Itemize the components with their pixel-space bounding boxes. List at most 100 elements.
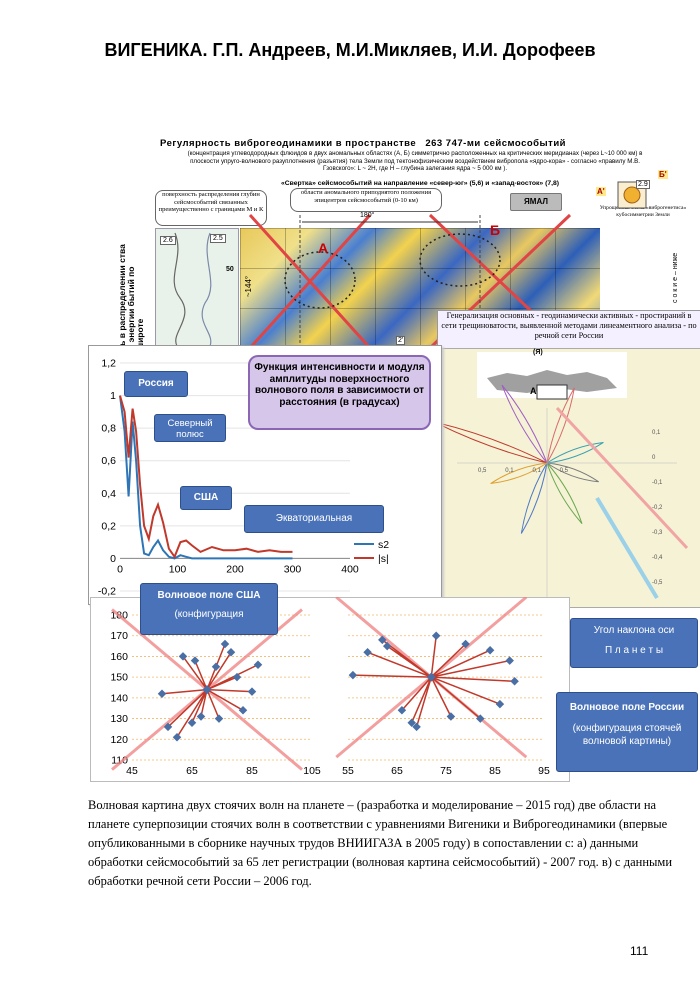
data-point-russia xyxy=(378,635,387,645)
data-point-usa xyxy=(178,652,188,661)
label-180: 180° xyxy=(360,212,375,219)
poster-title-count: 263 747-ми сейсмособытий xyxy=(425,138,566,149)
x-tick-label: 85 xyxy=(246,765,258,777)
callout-axis-tilt-line2: П л а н е т ы xyxy=(604,645,664,656)
bubble-anomaly-area: области аномального приподнятого положен… xyxy=(290,188,442,212)
rose-petal xyxy=(546,387,575,464)
callout-wavefield-usa-sub: (конфигурация xyxy=(174,609,244,620)
rose-petal xyxy=(501,384,548,464)
callout-usa: США xyxy=(180,486,232,510)
rose-petals xyxy=(437,384,604,534)
x-tick-label: 0 xyxy=(117,563,123,575)
rose-x-tick: 0,5 xyxy=(559,468,568,474)
data-point-russia xyxy=(446,712,456,721)
y-tick-label: 110 xyxy=(111,755,128,767)
y-tick-label: 0,8 xyxy=(101,423,116,435)
rose-inset-label-ya: (Я) xyxy=(533,349,543,356)
cross-line xyxy=(248,213,372,350)
label-a-prime: А' xyxy=(596,187,606,196)
y-tick-label: 0,4 xyxy=(101,488,116,500)
figure-caption: Волновая картина двух стоячих волн на пл… xyxy=(88,798,673,888)
rose-y-tick: 0,1 xyxy=(652,430,661,436)
y-tick-label: 0,2 xyxy=(101,520,116,532)
profile-curve-1 xyxy=(173,232,186,347)
x-tick-label: 45 xyxy=(126,765,138,777)
series-line-abs-s xyxy=(119,395,293,559)
axis-tilt-line-blue xyxy=(595,496,659,600)
label-a: А xyxy=(318,240,329,256)
rose-petal xyxy=(546,462,599,483)
rose-petal xyxy=(520,462,548,534)
poster-title: Регулярность виброгеодинамики в простран… xyxy=(160,138,680,149)
x-tick-label: 300 xyxy=(284,563,302,575)
star-path-usa xyxy=(161,643,259,738)
callout-north-pole: Северный полюс xyxy=(154,414,226,442)
callout-russia: Россия xyxy=(124,371,188,397)
data-point-russia xyxy=(412,722,421,732)
data-point-russia xyxy=(485,645,495,655)
data-point-russia xyxy=(505,656,514,665)
data-point-usa xyxy=(238,706,248,715)
y-tick-label: 170 xyxy=(110,630,128,642)
callout-wavefield-russia-title: Волновое поле России xyxy=(569,702,685,713)
x-tick-label: 65 xyxy=(391,765,403,777)
data-point-russia xyxy=(363,648,372,657)
rose-petal xyxy=(437,422,548,464)
data-point-usa xyxy=(157,689,167,698)
data-point-usa xyxy=(163,722,173,732)
label-b-prime: Б' xyxy=(658,170,668,179)
label-2-9: 2.9 xyxy=(636,180,650,189)
data-point-usa xyxy=(172,732,182,742)
rose-diagram xyxy=(437,352,689,600)
data-point-usa xyxy=(226,648,236,657)
label-144: ~144° xyxy=(244,275,254,298)
callout-wavefield-russia: Волновое поле России (конфигурация стояч… xyxy=(556,692,698,772)
y-tick-label: 160 xyxy=(110,651,128,663)
profile-curve-2 xyxy=(201,232,212,347)
data-point-usa xyxy=(253,660,263,669)
data-point-russia xyxy=(427,672,436,682)
x-tick-label: 105 xyxy=(303,765,321,777)
data-point-russia xyxy=(431,631,441,640)
callout-wavefield-usa: Волновое поле США (конфигурация xyxy=(140,583,278,635)
legend-label: s2 xyxy=(378,539,389,551)
left-profile-curves xyxy=(173,232,212,347)
y-tick-label: 0 xyxy=(110,553,116,565)
data-point-russia xyxy=(476,714,485,723)
rose-x-tick: 0,1 xyxy=(505,468,514,474)
inset-a-box xyxy=(536,384,568,400)
data-point-usa xyxy=(190,656,200,665)
rose-inset-label-a: А xyxy=(530,386,537,396)
callout-wavefield-russia-sub: (конфигурация стоячей волновой картины) xyxy=(572,723,682,747)
data-point-russia xyxy=(348,670,358,680)
data-point-usa xyxy=(196,712,206,721)
rose-y-tick: -0,4 xyxy=(652,555,663,561)
rose-x-tick: 0,5 xyxy=(478,468,487,474)
y-tick-label: 0,6 xyxy=(101,455,116,467)
y-tick-label: 150 xyxy=(110,672,128,684)
data-point-usa xyxy=(247,687,257,696)
yamal-label: ЯМАЛ xyxy=(510,193,562,211)
bubble-surface-depth: поверхность распределения глубин сейсмос… xyxy=(155,190,267,226)
anomaly-ring-b xyxy=(419,233,501,287)
rose-y-tick: 0 xyxy=(652,455,656,461)
x-tick-label: 200 xyxy=(226,563,244,575)
page-header: ВИГЕНИКА. Г.П. Андреев, М.И.Микляев, И.И… xyxy=(104,40,596,60)
right-vertical-label: с о к и е – ниже xyxy=(672,252,679,303)
river-network-shape xyxy=(487,370,617,393)
data-point-russia xyxy=(510,677,519,686)
rose-x-tick: 0,1 xyxy=(532,468,541,474)
rose-y-tick: -0,1 xyxy=(652,480,663,486)
rose-x-ticks: 0,5 0,1 0,1 0,5 xyxy=(478,468,568,474)
x-tick-label: 85 xyxy=(489,765,501,777)
poster-title-main: Регулярность виброгеодинамики в простран… xyxy=(160,138,417,149)
rose-y-ticks: 0,1 0 -0,1 -0,2 -0,3 -0,4 -0,5 xyxy=(652,430,682,605)
x-tick-label: 400 xyxy=(341,563,359,575)
x-tick-label: 75 xyxy=(440,765,452,777)
left-profile-panel xyxy=(155,228,239,350)
rose-petal xyxy=(546,441,604,464)
data-point-usa xyxy=(220,639,230,649)
data-point-usa xyxy=(187,718,197,727)
label-50: 50 xyxy=(226,266,234,273)
wavefield-charts: 1801701601501401301201104565851055565758… xyxy=(110,597,550,777)
